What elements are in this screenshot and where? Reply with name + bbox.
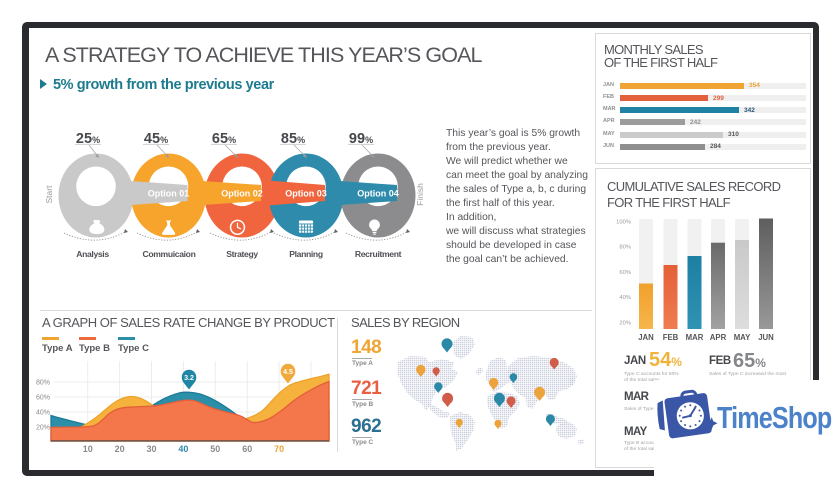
svg-text:80%: 80% <box>619 245 631 251</box>
svg-text:Finish: Finish <box>415 183 425 206</box>
svg-text:JAN: JAN <box>638 333 654 342</box>
svg-text:20: 20 <box>115 444 125 454</box>
svg-text:40%: 40% <box>36 410 50 417</box>
svg-text:Start: Start <box>44 185 54 204</box>
svg-text:20%: 20% <box>619 321 631 327</box>
svg-text:85%: 85% <box>281 131 305 147</box>
svg-text:25%: 25% <box>76 131 100 147</box>
svg-text:Option 04: Option 04 <box>357 189 399 199</box>
svg-text:Strategy: Strategy <box>226 249 258 259</box>
svg-text:70: 70 <box>274 444 284 454</box>
svg-text:3.2: 3.2 <box>184 375 194 382</box>
svg-text:Commuicaion: Commuicaion <box>143 249 196 259</box>
svg-text:MAY: MAY <box>734 333 751 342</box>
svg-text:60: 60 <box>242 444 252 454</box>
svg-text:Analysis: Analysis <box>76 249 109 259</box>
svg-text:JUN: JUN <box>758 333 774 342</box>
svg-text:40%: 40% <box>619 295 631 301</box>
svg-text:APR: APR <box>710 333 727 342</box>
svg-text:Option 02: Option 02 <box>221 189 263 199</box>
svg-text:Planning: Planning <box>289 249 323 259</box>
svg-text:60%: 60% <box>619 270 631 276</box>
svg-text:60%: 60% <box>36 395 50 402</box>
svg-text:40: 40 <box>178 444 188 454</box>
svg-text:MAR: MAR <box>686 333 704 342</box>
svg-text:FEB: FEB <box>663 333 679 342</box>
svg-text:80%: 80% <box>36 380 50 387</box>
svg-text:65%: 65% <box>212 131 236 147</box>
svg-text:4.5: 4.5 <box>283 369 293 376</box>
svg-text:100%: 100% <box>616 219 631 225</box>
svg-text:45%: 45% <box>144 131 168 147</box>
svg-text:99%: 99% <box>349 131 373 147</box>
svg-text:Recruitment: Recruitment <box>355 249 402 259</box>
svg-text:Option 03: Option 03 <box>285 189 327 199</box>
svg-text:20%: 20% <box>36 425 50 432</box>
svg-text:30: 30 <box>146 444 156 454</box>
svg-text:10: 10 <box>83 444 93 454</box>
svg-text:50: 50 <box>210 444 220 454</box>
svg-text:Option 01: Option 01 <box>148 189 190 199</box>
